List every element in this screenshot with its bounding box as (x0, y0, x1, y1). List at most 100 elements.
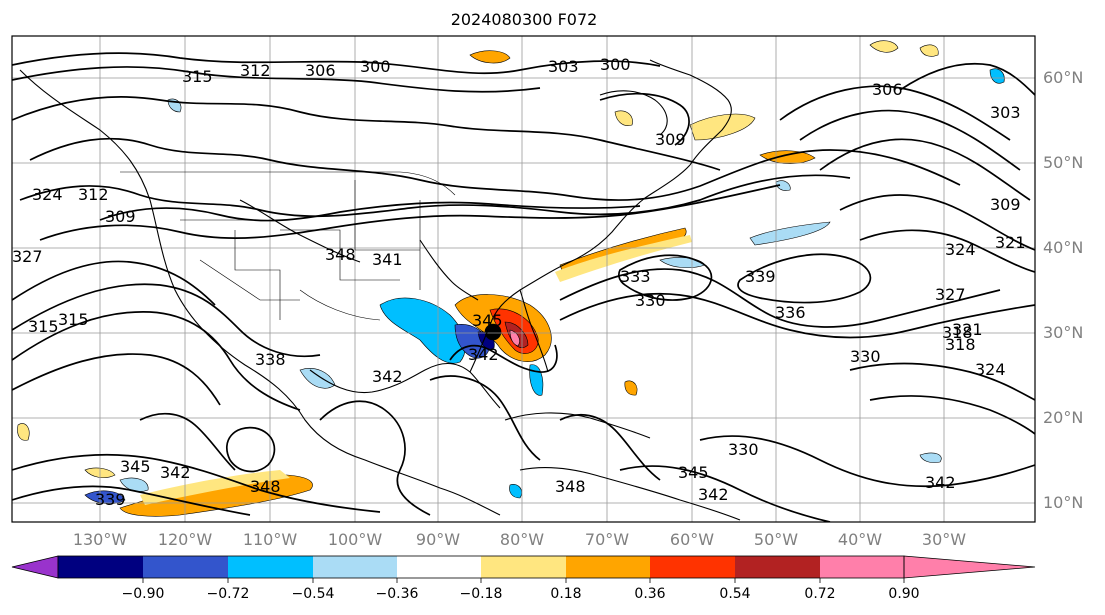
contour-label: 300 (360, 57, 391, 76)
longitude-label: 30°W (921, 530, 967, 549)
colorbar-segment (566, 556, 650, 578)
contour-label: 324 (975, 360, 1006, 379)
colorbar-extend-low (11, 555, 59, 579)
contour-label: 338 (255, 350, 286, 369)
contour-label: 339 (95, 490, 126, 509)
contour-label: 315 (182, 67, 213, 86)
positive-anomaly-patch (624, 380, 638, 396)
positive-anomaly-patch (919, 44, 939, 57)
longitude-label: 120°W (157, 530, 213, 549)
positive-anomaly-patch (614, 110, 633, 126)
colorbar-tick-label: −0.36 (375, 586, 419, 602)
colorbar-tick-label: 0.18 (550, 586, 582, 602)
coastlines (19, 59, 741, 521)
longitude-label: 70°W (584, 530, 630, 549)
contour-label: 336 (775, 303, 806, 322)
contour-label: 345 (678, 463, 709, 482)
latitude-label: 50°N (1043, 153, 1084, 172)
map-title: 2024080300 F072 (450, 10, 598, 29)
colorbar-segment (58, 556, 143, 578)
negative-anomaly-patch (84, 490, 126, 504)
latitude-label: 10°N (1043, 493, 1084, 512)
negative-anomaly-patch (919, 452, 942, 463)
contour-label: 345 (472, 311, 503, 330)
contour-label: 333 (620, 267, 651, 286)
colorbar-tick-label: 0.90 (888, 586, 920, 602)
contour-label: 342 (468, 345, 499, 364)
latitude-label: 20°N (1043, 408, 1084, 427)
contour-label: 327 (12, 247, 43, 266)
colorbar-segment (228, 556, 313, 578)
colorbar-segment (143, 556, 228, 578)
contour-label: 321 (995, 233, 1026, 252)
contour-lines (12, 52, 1035, 522)
negative-anomaly-patch (509, 484, 522, 499)
contour-label: 342 (160, 463, 191, 482)
contour-label: 309 (990, 195, 1021, 214)
colorbar-segment (820, 556, 904, 578)
longitude-label: 80°W (499, 530, 545, 549)
contour-label: 312 (240, 61, 271, 80)
graticule (12, 36, 1035, 522)
latitude-label: 60°N (1043, 68, 1084, 87)
contour-labels: 315 312 306 300 303 300 309 306 303 309 … (12, 55, 1026, 509)
negative-anomaly-patch (989, 68, 1005, 84)
longitude-label: 130°W (72, 530, 128, 549)
colorbar-tick-label: −0.90 (121, 586, 165, 602)
colorbar (11, 555, 1036, 583)
contour-label: 312 (78, 185, 109, 204)
positive-anomaly-patch (17, 423, 30, 441)
colorbar-segment (481, 556, 566, 578)
colorbar-tick-label: 0.54 (719, 586, 751, 602)
contour-label: 330 (728, 440, 759, 459)
latitude-label: 30°N (1043, 323, 1084, 342)
contour-label: 315 (28, 317, 59, 336)
contour-label: 342 (925, 473, 956, 492)
weak-positive-anomaly-band (555, 235, 692, 282)
contour-label: 306 (872, 80, 903, 99)
contour-label: 327 (935, 285, 966, 304)
contour-label: 348 (250, 477, 281, 496)
contour-label: 330 (850, 347, 881, 366)
contour-label: 348 (555, 477, 586, 496)
colorbar-segment (397, 556, 481, 578)
colorbar-segment (650, 556, 735, 578)
positive-anomaly-patch (469, 50, 511, 64)
contour-label: 309 (105, 207, 136, 226)
contour-label: 348 (325, 245, 356, 264)
positive-anomaly-patch (759, 150, 816, 164)
contour-label: 306 (305, 61, 336, 80)
longitude-label: 100°W (327, 530, 383, 549)
contour-label: 342 (372, 367, 403, 386)
positive-anomaly-patch (869, 40, 899, 53)
contour-label: 342 (698, 485, 729, 504)
negative-anomaly-patch (775, 180, 791, 191)
contour-label: 345 (120, 457, 151, 476)
weak-negative-anomaly-patch (749, 221, 831, 246)
political-borders (119, 171, 456, 321)
map-background (12, 36, 1035, 522)
colorbar-extend-high (903, 555, 1036, 579)
contour-label: 318 (945, 335, 976, 354)
colorbar-tick-label: 0.72 (804, 586, 836, 602)
latitude-label: 40°N (1043, 238, 1084, 257)
contour-label: 303 (990, 103, 1021, 122)
colorbar-segment (735, 556, 820, 578)
contour-label: 321 (952, 320, 983, 339)
contour-label: 341 (372, 250, 403, 269)
weak-negative-anomaly-patch (119, 477, 149, 492)
colorbar-tick-label: −0.18 (459, 586, 503, 602)
contour-label: 315 (58, 310, 89, 329)
contour-label: 303 (548, 57, 579, 76)
contour-label: 309 (655, 130, 686, 149)
negative-anomaly-patch (379, 297, 466, 364)
contour-label: 324 (32, 185, 63, 204)
contour-label: 330 (635, 291, 666, 310)
colorbar-tick-label: −0.54 (291, 586, 335, 602)
contour-label: 324 (945, 240, 976, 259)
map-frame (11, 35, 1036, 523)
colorbar-segment (313, 556, 397, 578)
colorbar-tick-label: 0.36 (634, 586, 666, 602)
colorbar-tick-label: −0.72 (206, 586, 250, 602)
